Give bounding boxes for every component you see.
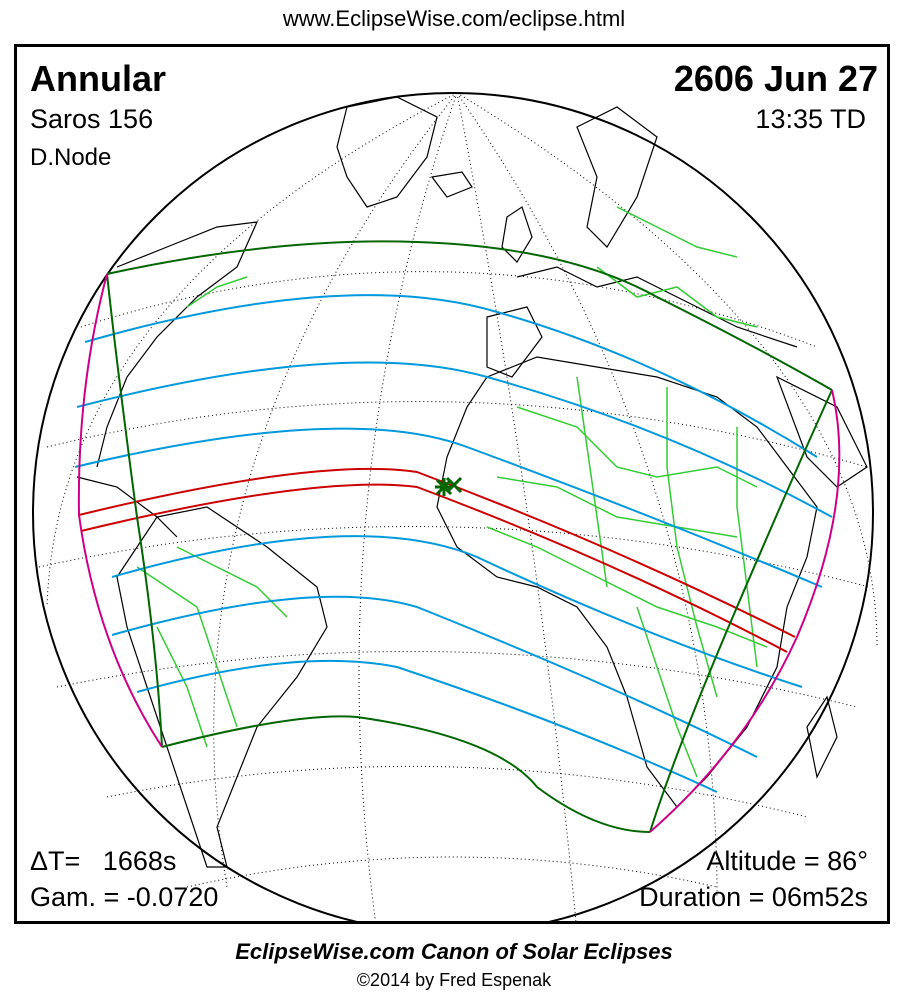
map-frame <box>14 44 890 924</box>
penumbral-limits <box>106 240 833 833</box>
penumbral-lines <box>74 294 833 793</box>
political-borders <box>136 206 768 778</box>
graticule <box>38 92 878 921</box>
eclipse-time: 13:35 TD <box>755 104 866 134</box>
source-url[interactable]: www.EclipseWise.com/eclipse.html <box>282 6 626 31</box>
footer-copyright: ©2014 by Fred Espenak <box>356 970 552 990</box>
eclipse-globe-map <box>32 92 878 921</box>
eclipse-date: 2606 Jun 27 <box>673 58 878 99</box>
greatest-duration-marker <box>435 478 453 496</box>
gamma: Gam. = -0.0720 <box>30 882 219 912</box>
node-label: D.Node <box>30 144 112 171</box>
globe-outline <box>32 92 874 921</box>
eclipse-type: Annular <box>30 58 167 99</box>
footer-title: EclipseWise.com Canon of Solar Eclipses <box>235 939 673 964</box>
saros-number: Saros 156 <box>30 104 154 134</box>
delta-t: ΔT= 1668s <box>30 846 177 876</box>
altitude: Altitude = 86° <box>706 846 868 876</box>
central-path <box>78 467 796 653</box>
rise-set-curves <box>77 273 841 833</box>
duration: Duration = 06m52s <box>639 882 868 912</box>
